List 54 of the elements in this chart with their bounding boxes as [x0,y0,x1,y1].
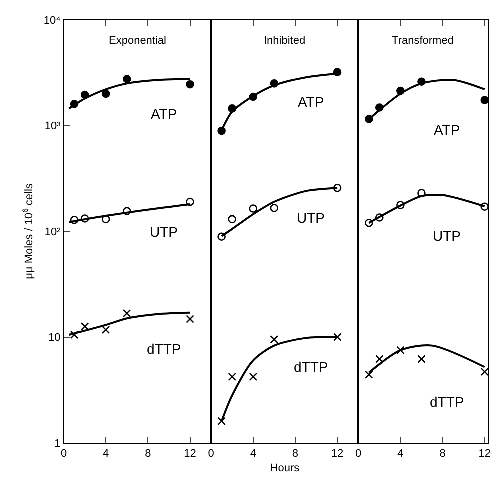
point [186,315,194,324]
series-label: UTP [150,224,178,240]
point [375,355,384,364]
series-label: dTTP [147,341,182,357]
point [249,204,258,213]
point [228,372,236,382]
point [102,326,110,334]
y-tick-label: 10² [44,226,62,238]
y-tick-label: 10 [48,332,61,344]
point [480,96,489,104]
series-label: ATP [298,94,324,110]
x-tick-label: 12 [478,448,491,460]
point [70,330,79,340]
point [270,204,279,212]
x-tick-label: 12 [184,448,196,460]
x-tick-label: 0 [208,448,214,460]
point [218,417,226,426]
y-tick-label: 1 [54,438,61,450]
series-label: dTTP [430,394,464,410]
x-tick-label: 0 [356,448,362,460]
line-series [68,312,192,336]
series-label: ATP [151,106,178,122]
text: ATP [434,122,460,138]
point [418,355,426,364]
x-tick-label: 4 [250,448,256,460]
point [186,198,194,206]
point [228,215,236,224]
text: UTP [433,228,461,244]
y-tick-label: 10⁴ [44,14,62,27]
x-tick-label: 8 [145,448,152,460]
point [396,346,405,355]
point [480,368,489,376]
point [364,370,374,380]
x-axis-title: Hours [270,462,300,474]
point [333,333,342,342]
point [122,309,132,318]
series-label: dTTP [294,359,328,375]
x-tick-label: 4 [398,448,404,460]
x-tick-label: 4 [103,448,110,460]
x-tick-label: 12 [331,448,344,460]
text: Exponential [109,35,166,47]
point [186,80,194,89]
text: Inhibited [264,35,306,47]
series-label: UTP [297,210,325,226]
y-tick-label: 10³ [44,120,62,133]
point [249,372,258,382]
text: Transformed [392,35,454,47]
point [102,90,110,98]
point [270,335,279,344]
x-tick-label: 8 [292,448,299,460]
x-tick-label: 0 [60,448,68,460]
point [122,75,132,84]
point [80,322,90,331]
x-tick-label: 8 [440,448,446,460]
